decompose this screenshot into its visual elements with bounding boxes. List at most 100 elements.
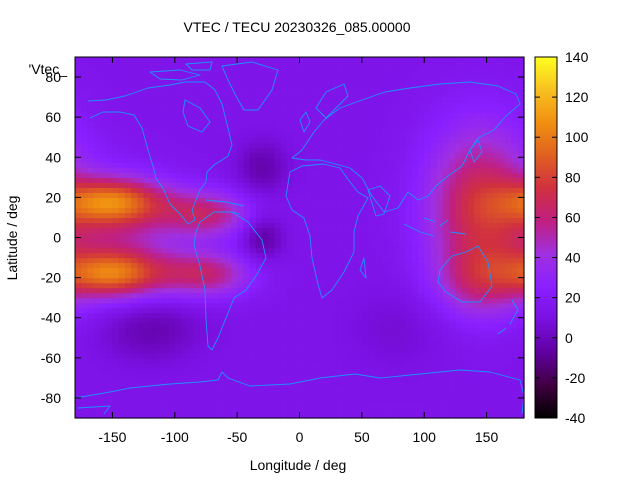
heatmap-cell bbox=[205, 107, 213, 113]
heatmap-cell bbox=[131, 407, 138, 414]
heatmap-cell bbox=[343, 337, 350, 344]
heatmap-cell bbox=[75, 362, 82, 369]
heatmap-cell bbox=[149, 82, 157, 88]
heatmap-cell bbox=[361, 222, 369, 229]
heatmap-cell bbox=[181, 347, 188, 354]
heatmap-cell bbox=[112, 117, 120, 123]
heatmap-cell bbox=[361, 252, 369, 259]
heatmap-cell bbox=[143, 257, 151, 264]
heatmap-cell bbox=[386, 177, 394, 183]
heatmap-cell bbox=[87, 262, 95, 269]
heatmap-cell bbox=[474, 257, 481, 264]
heatmap-cell bbox=[461, 72, 469, 78]
heatmap-cell bbox=[124, 72, 132, 78]
heatmap-cell bbox=[361, 317, 369, 324]
heatmap-cell bbox=[430, 357, 438, 364]
heatmap-cell bbox=[199, 402, 207, 409]
heatmap-cell bbox=[318, 187, 326, 193]
heatmap-cell bbox=[368, 357, 375, 364]
heatmap-cell bbox=[405, 292, 413, 299]
heatmap-cell bbox=[361, 197, 369, 203]
heatmap-cell bbox=[424, 157, 432, 163]
heatmap-cell bbox=[255, 297, 263, 304]
heatmap-cell bbox=[380, 357, 388, 364]
heatmap-cell bbox=[430, 97, 438, 103]
heatmap-cell bbox=[361, 337, 369, 344]
heatmap-cell bbox=[492, 302, 500, 309]
heatmap-cell bbox=[449, 167, 457, 173]
heatmap-cell bbox=[131, 302, 138, 309]
heatmap-cell bbox=[355, 112, 363, 118]
heatmap-cell bbox=[156, 237, 163, 244]
heatmap-cell bbox=[299, 382, 307, 389]
heatmap-cell bbox=[492, 187, 500, 193]
heatmap-cell bbox=[124, 167, 132, 173]
heatmap-cell bbox=[393, 357, 400, 364]
heatmap-cell bbox=[124, 207, 132, 214]
heatmap-cell bbox=[305, 62, 313, 68]
heatmap-cell bbox=[411, 82, 419, 88]
heatmap-cell bbox=[424, 112, 432, 118]
heatmap-cell bbox=[149, 77, 157, 83]
heatmap-cell bbox=[355, 72, 363, 78]
heatmap-cell bbox=[224, 187, 232, 193]
heatmap-cell bbox=[243, 397, 251, 404]
heatmap-cell bbox=[112, 192, 120, 198]
heatmap-cell bbox=[193, 107, 201, 113]
heatmap-cell bbox=[205, 287, 213, 294]
heatmap-cell bbox=[299, 352, 307, 359]
heatmap-cell bbox=[262, 77, 269, 83]
heatmap-cell bbox=[143, 207, 151, 214]
heatmap-cell bbox=[193, 382, 201, 389]
heatmap-cell bbox=[137, 222, 145, 229]
heatmap-cell bbox=[199, 237, 207, 244]
heatmap-cell bbox=[75, 302, 82, 309]
heatmap-cell bbox=[449, 142, 457, 148]
heatmap-cell bbox=[293, 317, 301, 324]
heatmap-cell bbox=[181, 187, 188, 193]
heatmap-cell bbox=[430, 237, 438, 244]
heatmap-cell bbox=[411, 187, 419, 193]
heatmap-cell bbox=[442, 92, 450, 98]
heatmap-cell bbox=[374, 317, 382, 324]
heatmap-cell bbox=[81, 142, 89, 148]
heatmap-cell bbox=[305, 322, 313, 329]
heatmap-cell bbox=[268, 392, 276, 399]
heatmap-cell bbox=[99, 222, 107, 229]
heatmap-cell bbox=[156, 337, 163, 344]
heatmap-cell bbox=[430, 412, 438, 419]
heatmap-cell bbox=[212, 227, 220, 234]
heatmap-cell bbox=[336, 217, 344, 224]
heatmap-cell bbox=[81, 397, 89, 404]
heatmap-cell bbox=[143, 222, 151, 229]
heatmap-cell bbox=[137, 87, 145, 93]
heatmap-cell bbox=[486, 232, 494, 239]
heatmap-cell bbox=[361, 122, 369, 128]
heatmap-cell bbox=[99, 272, 107, 279]
heatmap-cell bbox=[336, 67, 344, 73]
heatmap-cell bbox=[355, 342, 363, 349]
heatmap-cell bbox=[274, 282, 282, 289]
heatmap-cell bbox=[474, 167, 481, 173]
heatmap-cell bbox=[455, 337, 463, 344]
heatmap-cell bbox=[174, 262, 182, 269]
heatmap-cell bbox=[149, 62, 157, 68]
heatmap-cell bbox=[75, 327, 82, 334]
heatmap-cell bbox=[442, 162, 450, 168]
heatmap-cell bbox=[499, 277, 506, 284]
heatmap-cell bbox=[405, 177, 413, 183]
heatmap-cell bbox=[336, 202, 344, 209]
heatmap-cell bbox=[474, 247, 481, 254]
heatmap-cell bbox=[299, 337, 307, 344]
heatmap-cell bbox=[436, 92, 444, 98]
heatmap-cell bbox=[386, 87, 394, 93]
heatmap-cell bbox=[149, 362, 157, 369]
heatmap-cell bbox=[87, 272, 95, 279]
heatmap-cell bbox=[305, 172, 313, 178]
heatmap-cell bbox=[112, 347, 120, 354]
heatmap-cell bbox=[112, 272, 120, 279]
heatmap-cell bbox=[293, 382, 301, 389]
heatmap-cell bbox=[174, 277, 182, 284]
heatmap-cell bbox=[218, 252, 226, 259]
heatmap-cell bbox=[230, 212, 238, 219]
